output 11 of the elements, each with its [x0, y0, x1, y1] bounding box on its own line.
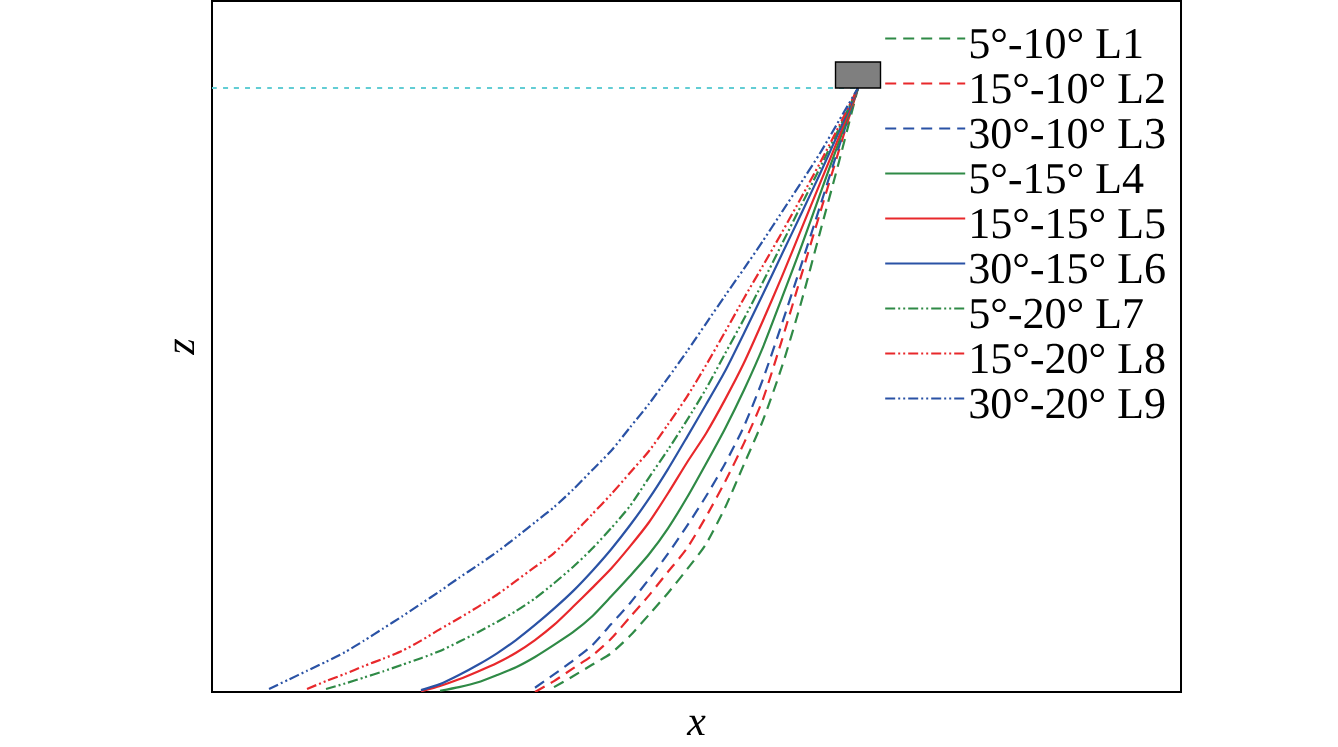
legend-label: 5°-10° L1 [970, 28, 1142, 59]
y-axis-title: z [174, 338, 195, 356]
legend-label: 5°-20° L7 [970, 298, 1143, 329]
legend-label: 30°-10° L3 [970, 118, 1165, 149]
x-axis-title: x [686, 715, 706, 735]
legend-label: 15°-10° L2 [972, 73, 1164, 104]
legend-label: 15°-20° L8 [972, 343, 1165, 374]
legend-label: 5°-15° L4 [970, 163, 1144, 194]
legend-label: 15°-15° L5 [972, 208, 1165, 239]
legend-label: 30°-20° L9 [970, 388, 1165, 419]
legend-label: 30°-15° L6 [970, 253, 1165, 284]
